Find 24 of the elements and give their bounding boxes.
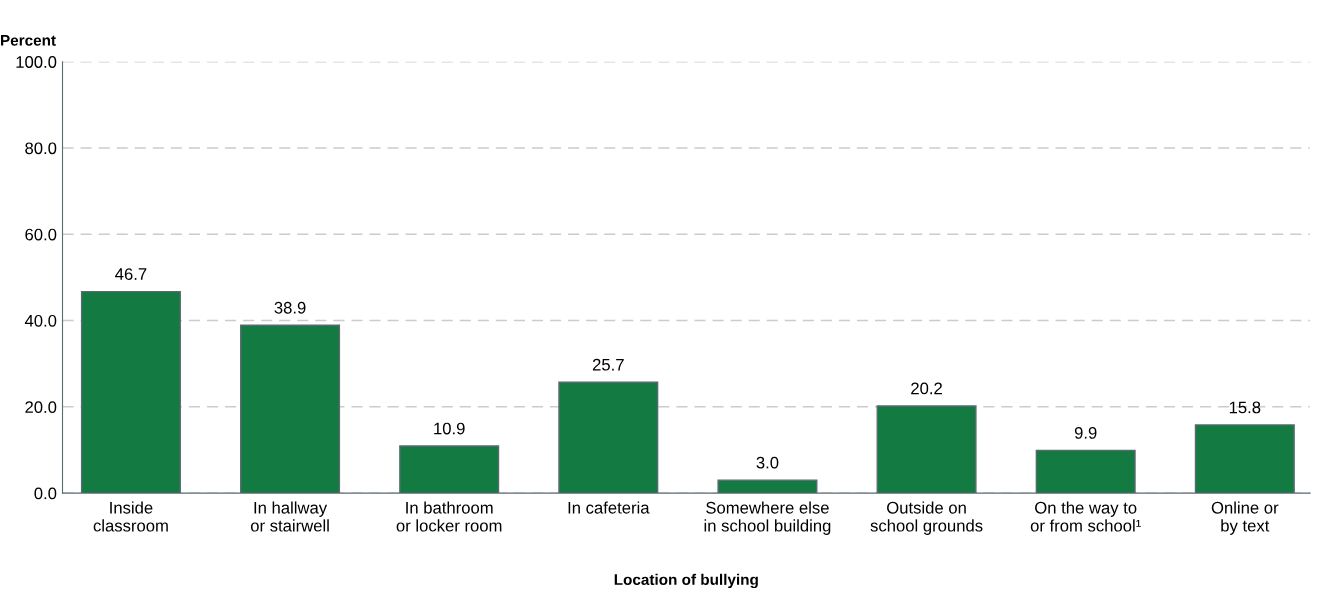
x-tick-label: Online or by text xyxy=(1211,501,1279,535)
x-axis-title: Location of bullying xyxy=(614,573,758,589)
y-tick-label: 60.0 xyxy=(25,228,57,241)
x-tick-label: In hallway or stairwell xyxy=(250,501,329,532)
y-axis-title: Percent xyxy=(1,35,56,46)
x-tick-label: Outside on school grounds xyxy=(870,501,983,535)
data-label: 15.8 xyxy=(1229,401,1261,414)
data-label: 10.9 xyxy=(434,422,465,435)
x-tick-label: In cafeteria xyxy=(568,501,650,514)
x-tick-label: Somewhere else in school building xyxy=(704,501,831,535)
data-label: 25.7 xyxy=(592,358,624,371)
data-label: 9.9 xyxy=(1074,426,1097,439)
data-label: 38.9 xyxy=(274,301,306,314)
y-tick-label: 40.0 xyxy=(24,314,57,327)
y-tick-label: 100.0 xyxy=(16,56,57,68)
data-label: 20.2 xyxy=(911,382,942,395)
data-label: 46.7 xyxy=(115,268,147,280)
y-tick-label: 0.0 xyxy=(34,487,57,500)
y-tick-label: 20.0 xyxy=(25,401,57,414)
x-tick-label: In bathroom or locker room xyxy=(396,501,502,532)
y-tick-label: 80.0 xyxy=(25,142,57,155)
x-tick-label: On the way to or from school¹ xyxy=(1030,501,1141,532)
x-tick-label: Inside classroom xyxy=(93,501,168,532)
data-label: 3.0 xyxy=(756,456,779,469)
